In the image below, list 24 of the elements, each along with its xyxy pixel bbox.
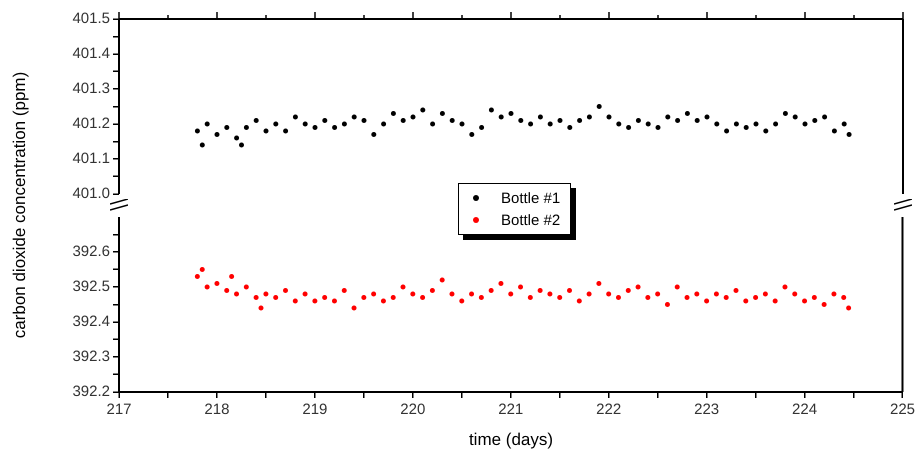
legend-label: Bottle #1 <box>501 190 560 206</box>
x-tick-label: 218 <box>204 401 230 418</box>
y-tick-label: 392.6 <box>72 243 110 260</box>
legend-label: Bottle #2 <box>501 212 560 228</box>
y-tick-label: 401.2 <box>72 115 110 132</box>
y-tick-label: 401.5 <box>72 10 110 28</box>
x-tick-label: 221 <box>498 401 524 418</box>
x-tick-label: 217 <box>106 401 132 418</box>
x-axis-title: time (days) <box>468 430 554 450</box>
x-tick-label: 220 <box>400 401 426 418</box>
y-axis-title: carbon dioxide concentration (ppm) <box>10 72 30 338</box>
x-tick-label: 223 <box>694 401 720 418</box>
x-tick-label: 219 <box>302 401 328 418</box>
y-tick-label: 401.4 <box>72 45 110 62</box>
x-tick-label: 225 <box>890 401 915 418</box>
x-tick-label: 224 <box>792 401 818 418</box>
y-tick-label: 392.3 <box>72 348 110 366</box>
y-tick-label: 401.1 <box>72 150 110 168</box>
y-tick-label: 401.3 <box>72 80 110 98</box>
y-tick-label: 401.0 <box>72 185 110 202</box>
y-tick-label: 392.4 <box>72 313 110 330</box>
y-tick-label: 392.2 <box>72 383 110 400</box>
y-tick-label: 392.5 <box>72 278 110 296</box>
x-tick-label: 222 <box>596 401 622 418</box>
